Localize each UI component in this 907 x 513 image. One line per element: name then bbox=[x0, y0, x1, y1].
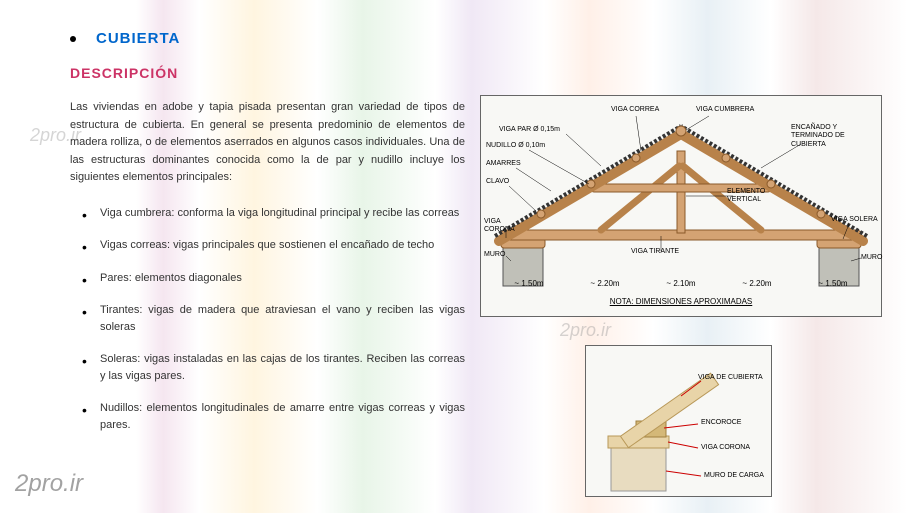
item-list: Viga cumbrera: conforma la viga longitud… bbox=[70, 205, 465, 434]
label-amarres: AMARRES bbox=[486, 160, 521, 167]
label-viga-par: VIGA PAR Ø 0,15m bbox=[499, 126, 560, 133]
roof-truss-diagram: VIGA CORREA VIGA CUMBRERA VIGA PAR Ø 0,1… bbox=[480, 95, 882, 317]
label-viga-solera: VIGA SOLERA bbox=[831, 216, 881, 224]
label-encanado: ENCAÑADO Y TERMINADO DE CUBIERTA bbox=[791, 124, 871, 149]
watermark: 2pro.ir bbox=[15, 470, 83, 498]
note-text: NOTA: DIMENSIONES APROXIMADAS bbox=[481, 297, 881, 306]
label-elemento-vertical: ELEMENTO VERTICAL bbox=[727, 188, 777, 205]
label-muro: MURO bbox=[484, 251, 505, 258]
title-row: CUBIERTA bbox=[70, 30, 867, 47]
label-muro-carga: MURO DE CARGA bbox=[704, 472, 764, 479]
label-encoroce: ENCOROCE bbox=[701, 419, 741, 426]
label-viga-correa: VIGA CORREA bbox=[611, 106, 659, 113]
label-clavo: CLAVO bbox=[486, 178, 509, 185]
dim: ~ 1.50m bbox=[818, 279, 847, 288]
dimensions-row: ~ 1.50m ~ 2.20m ~ 2.10m ~ 2.20m ~ 1.50m bbox=[491, 279, 871, 288]
list-item: Soleras: vigas instaladas en las cajas d… bbox=[70, 351, 465, 384]
label-nudillo: NUDILLO Ø 0,10m bbox=[486, 142, 545, 149]
eave-detail-diagram: VIGA DE CUBIERTA ENCOROCE VIGA CORONA MU… bbox=[585, 345, 772, 497]
dim: ~ 1.50m bbox=[514, 279, 543, 288]
page-title: CUBIERTA bbox=[96, 30, 180, 47]
bullet-icon bbox=[70, 36, 76, 42]
label-viga-corona: VIGA CORONA bbox=[484, 218, 519, 235]
list-item: Nudillos: elementos longitudinales de am… bbox=[70, 400, 465, 433]
list-item: Viga cumbrera: conforma la viga longitud… bbox=[70, 205, 465, 222]
intro-text: Las viviendas en adobe y tapia pisada pr… bbox=[70, 99, 465, 187]
dim: ~ 2.20m bbox=[742, 279, 771, 288]
list-item: Vigas correas: vigas principales que sos… bbox=[70, 237, 465, 254]
list-item: Tirantes: vigas de madera que atraviesan… bbox=[70, 302, 465, 335]
dim: ~ 2.20m bbox=[590, 279, 619, 288]
list-item: Pares: elementos diagonales bbox=[70, 270, 465, 287]
label-viga-cubierta: VIGA DE CUBIERTA bbox=[698, 374, 763, 381]
section-subtitle: DESCRIPCIÓN bbox=[70, 65, 867, 81]
label-muro2: MURO bbox=[861, 254, 882, 261]
dim: ~ 2.10m bbox=[666, 279, 695, 288]
label-viga-cumbrera: VIGA CUMBRERA bbox=[696, 106, 754, 113]
label-viga-corona2: VIGA CORONA bbox=[701, 444, 750, 451]
label-viga-tirante: VIGA TIRANTE bbox=[631, 248, 679, 255]
